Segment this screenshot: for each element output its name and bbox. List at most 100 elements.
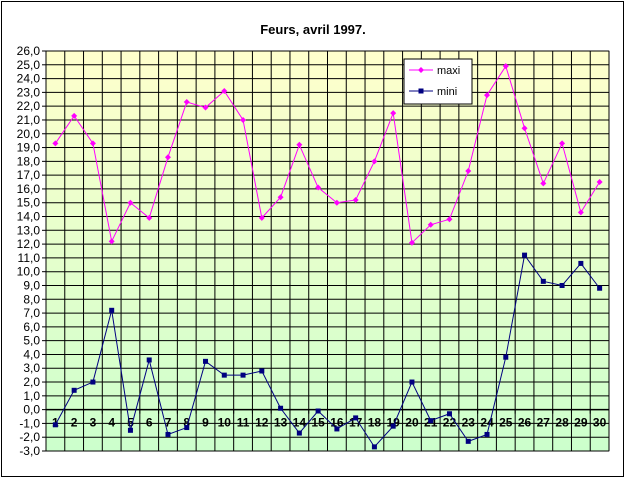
data-point-mini — [559, 282, 565, 288]
data-point-maxi — [521, 125, 528, 132]
y-tick-label: 17,0 — [17, 168, 41, 182]
data-point-mini — [578, 260, 584, 266]
data-point-maxi — [484, 92, 491, 99]
data-point-mini — [465, 438, 471, 444]
x-tick-label: 4 — [108, 416, 115, 430]
data-point-maxi — [146, 214, 153, 221]
series-layer — [52, 63, 603, 450]
y-tick-label: 23,0 — [17, 85, 41, 99]
y-tick-label: 26,0 — [17, 44, 41, 58]
x-tick-label: 3 — [90, 416, 97, 430]
y-tick-label: 11,0 — [18, 251, 41, 265]
data-point-mini — [278, 405, 284, 411]
series-mini — [52, 252, 603, 450]
x-tick-label: 19 — [387, 416, 401, 430]
data-point-maxi — [371, 158, 378, 165]
y-tick-label: 0,0 — [23, 403, 40, 417]
y-tick-label: 6,0 — [23, 320, 40, 334]
y-tick-label: 12,0 — [17, 237, 41, 251]
data-point-mini — [390, 423, 396, 429]
data-point-mini — [522, 252, 528, 258]
x-tick-label: 6 — [146, 416, 153, 430]
data-point-mini — [540, 278, 546, 284]
data-point-maxi — [465, 168, 472, 174]
data-point-maxi — [390, 110, 397, 117]
data-point-mini — [334, 426, 340, 432]
y-tick-label: 19,0 — [17, 141, 41, 155]
x-tick-label: 10 — [218, 416, 232, 430]
y-tick-label: 9,0 — [23, 278, 40, 292]
x-tick-label: 15 — [311, 416, 325, 430]
data-point-mini — [90, 379, 96, 385]
chart-title: Feurs, avril 1997. — [260, 22, 366, 37]
y-tick-label: 7,0 — [23, 306, 40, 320]
data-point-maxi — [71, 112, 78, 119]
x-tick-label: 13 — [274, 416, 288, 430]
data-point-maxi — [333, 199, 340, 206]
y-tick-label: 25,0 — [17, 58, 41, 72]
data-point-maxi — [52, 140, 59, 147]
data-point-maxi — [127, 199, 134, 206]
x-tick-label: 9 — [202, 416, 209, 430]
x-tick-label: 14 — [293, 416, 307, 430]
y-tick-label: -2,0 — [19, 430, 40, 444]
data-point-maxi — [502, 63, 509, 70]
legend-marker-mini — [418, 88, 424, 94]
series-line-maxi — [54, 64, 601, 244]
legend-label-maxi: maxi — [437, 65, 460, 77]
data-point-mini — [296, 430, 302, 436]
data-point-mini — [221, 372, 227, 378]
data-point-maxi — [108, 238, 115, 245]
data-point-maxi — [240, 116, 247, 123]
x-tick-label: 5 — [127, 416, 134, 430]
data-point-mini — [503, 354, 509, 360]
legend-label-mini: mini — [437, 86, 457, 98]
y-tick-label: 22,0 — [17, 99, 41, 113]
data-point-maxi — [315, 184, 322, 191]
data-point-maxi — [446, 216, 453, 223]
data-point-mini — [446, 411, 452, 417]
data-point-maxi — [540, 180, 547, 187]
x-tick-label: 17 — [349, 416, 363, 430]
series-line-mini — [54, 253, 601, 448]
y-tick-label: 20,0 — [17, 127, 41, 141]
data-point-maxi — [559, 140, 566, 147]
data-point-mini — [353, 415, 359, 421]
y-tick-label: 13,0 — [17, 223, 41, 237]
data-point-mini — [371, 444, 377, 450]
y-tick-label: 24,0 — [17, 72, 41, 86]
x-tick-label: 27 — [537, 416, 551, 430]
y-tick-label: 18,0 — [17, 154, 41, 168]
legend-marker-point — [418, 67, 424, 73]
data-point-maxi — [277, 194, 284, 201]
data-point-mini — [165, 431, 171, 437]
data-point-maxi — [296, 141, 303, 148]
x-tick-label: 11 — [237, 416, 250, 430]
y-tick-label: 5,0 — [23, 334, 40, 348]
y-tick-label: 8,0 — [23, 292, 40, 306]
data-point-maxi — [164, 154, 171, 161]
data-point-maxi — [89, 140, 96, 147]
data-point-mini — [52, 422, 58, 428]
y-tick-label: 14,0 — [17, 210, 41, 224]
grid-lines — [42, 50, 610, 452]
data-point-mini — [146, 357, 152, 363]
data-point-mini — [203, 358, 209, 364]
data-point-mini — [184, 425, 190, 431]
data-point-maxi — [352, 196, 359, 203]
legend-marker-point — [418, 88, 424, 94]
x-axis-tick-labels: 1234567891011121314151617181920212223242… — [52, 416, 607, 430]
x-tick-label: 12 — [255, 416, 269, 430]
data-point-mini — [315, 408, 321, 414]
legend: maxi mini — [403, 58, 473, 105]
y-axis-tick-labels: -3,0-2,0-1,00,01,02,03,04,05,06,07,08,09… — [17, 44, 41, 458]
x-tick-label: 2 — [71, 416, 78, 430]
x-tick-label: 26 — [518, 416, 532, 430]
data-point-maxi — [183, 99, 190, 106]
y-tick-label: 21,0 — [17, 113, 41, 127]
x-tick-label: 25 — [499, 416, 513, 430]
data-point-mini — [259, 368, 265, 374]
data-point-mini — [484, 431, 490, 437]
x-tick-label: 24 — [480, 416, 494, 430]
